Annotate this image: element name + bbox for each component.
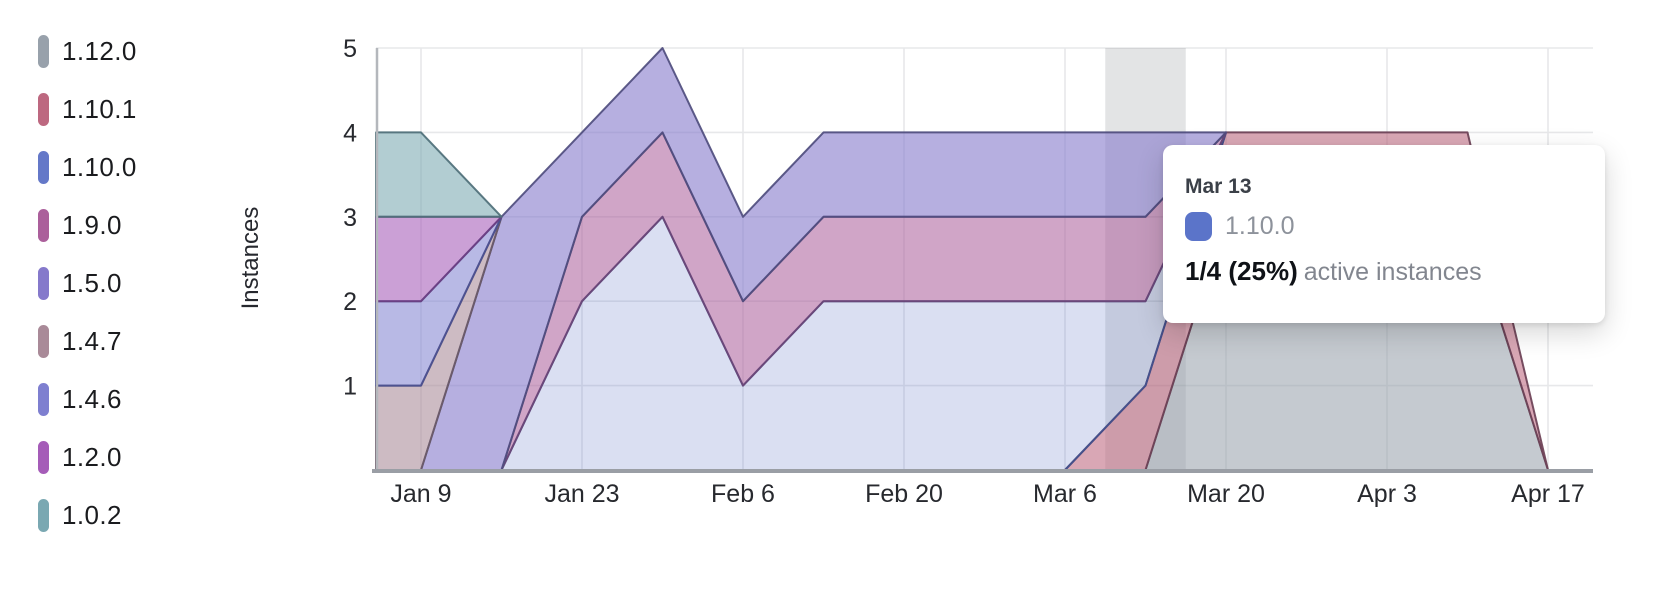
x-tick-label: Mar 6 <box>1033 480 1097 508</box>
legend-item-label: 1.9.0 <box>62 209 122 240</box>
legend-item-1.5.0[interactable]: 1.5.0 <box>0 254 137 312</box>
x-tick-label: Feb 20 <box>865 480 943 508</box>
tooltip-value-suffix: active instances <box>1303 258 1482 286</box>
legend-swatch-icon <box>38 150 49 184</box>
x-tick-label: Apr 3 <box>1357 480 1417 508</box>
legend-swatch-icon <box>38 208 49 242</box>
legend-item-label: 1.5.0 <box>62 267 122 298</box>
legend-item-label: 1.4.6 <box>62 383 122 414</box>
tooltip-series-label: 1.10.0 <box>1225 212 1295 240</box>
legend-item-label: 1.2.0 <box>62 441 122 472</box>
y-tick-label: 1 <box>343 373 357 401</box>
legend-item-1.4.6[interactable]: 1.4.6 <box>0 370 137 428</box>
legend-swatch-icon <box>38 34 49 68</box>
legend-item-1.4.7[interactable]: 1.4.7 <box>0 312 137 370</box>
x-tick-label: Jan 9 <box>390 480 451 508</box>
tooltip-value: 1/4 (25%) <box>1185 256 1298 286</box>
legend-item-label: 1.0.2 <box>62 499 122 530</box>
y-tick-label: 5 <box>343 35 357 63</box>
legend-item-1.12.0[interactable]: 1.12.0 <box>0 22 137 80</box>
tooltip-stats: 1/4 (25%) active instances <box>1185 256 1583 287</box>
legend-item-label: 1.10.0 <box>62 151 137 182</box>
y-tick-label: 4 <box>343 119 357 147</box>
tooltip-date: Mar 13 <box>1185 175 1252 198</box>
legend-item-label: 1.10.1 <box>62 93 137 124</box>
y-tick-label: 2 <box>343 288 357 316</box>
legend-item-1.10.0[interactable]: 1.10.0 <box>0 138 137 196</box>
legend-swatch-icon <box>38 92 49 126</box>
legend-swatch-icon <box>38 324 49 358</box>
legend-swatch-icon <box>38 266 49 300</box>
x-tick-label: Feb 6 <box>711 480 775 508</box>
legend-swatch-icon <box>38 498 49 532</box>
y-tick-label: 3 <box>343 204 357 232</box>
tooltip: Mar 13 1.10.0 1/4 (25%) active instances <box>1163 145 1605 323</box>
legend-item-label: 1.12.0 <box>62 35 137 66</box>
legend-item-1.0.2[interactable]: 1.0.2 <box>0 486 137 544</box>
legend-item-label: 1.4.7 <box>62 325 122 356</box>
tooltip-series-row: 1.10.0 <box>1185 212 1583 241</box>
tooltip-series-swatch-icon <box>1185 212 1212 241</box>
x-tick-label: Jan 23 <box>544 480 619 508</box>
x-tick-label: Mar 20 <box>1187 480 1265 508</box>
legend-item-1.2.0[interactable]: 1.2.0 <box>0 428 137 486</box>
x-tick-label: Apr 17 <box>1511 480 1585 508</box>
legend-swatch-icon <box>38 382 49 416</box>
legend-item-1.9.0[interactable]: 1.9.0 <box>0 196 137 254</box>
area-1.5.0[interactable] <box>420 47 1227 471</box>
legend: 1.12.0 1.10.1 1.10.0 1.9.0 1.5.0 1.4.7 1… <box>0 22 137 544</box>
legend-swatch-icon <box>38 440 49 474</box>
legend-item-1.10.1[interactable]: 1.10.1 <box>0 80 137 138</box>
area-1.0.2[interactable] <box>375 131 503 218</box>
